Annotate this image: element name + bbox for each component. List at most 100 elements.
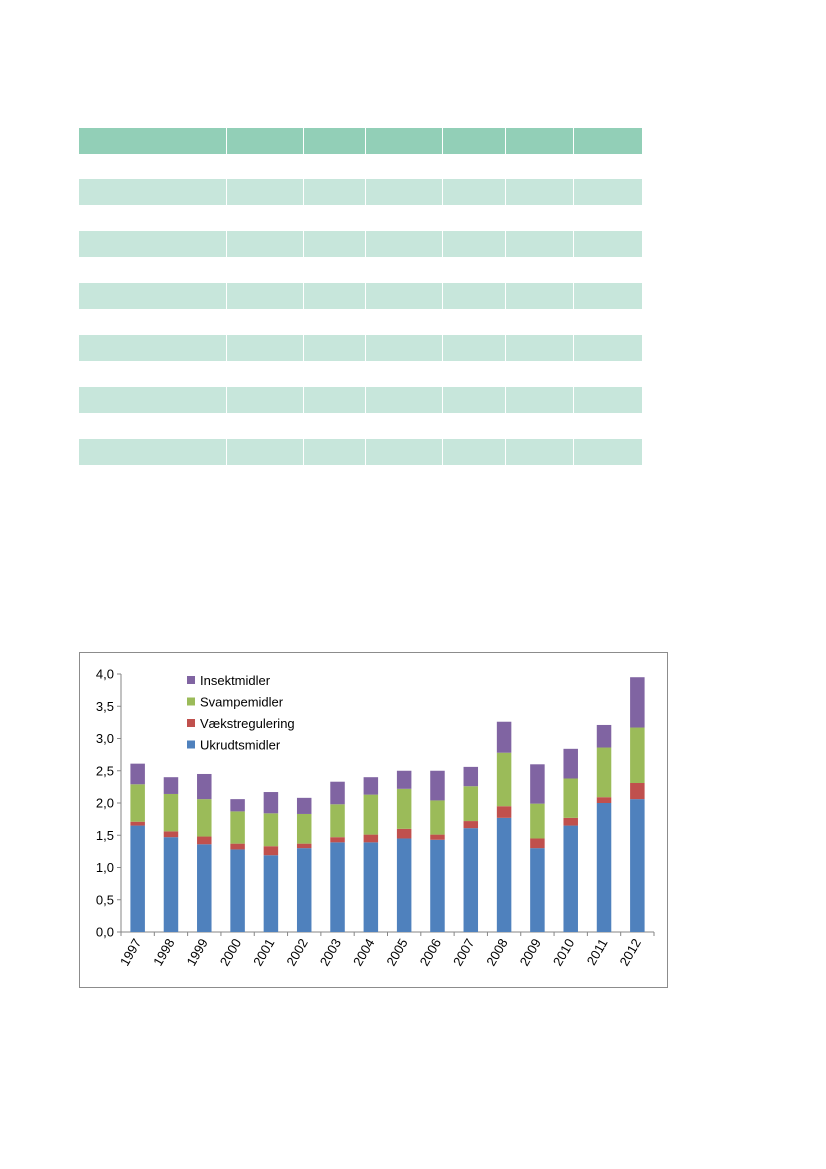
bar-segment-insektmidler [596,724,612,748]
bar-segment-vækstregulering [463,821,479,829]
table-cell [79,283,226,309]
y-tick-label: 1,0 [96,860,114,875]
table-cell [303,179,365,205]
bar-segment-svampemidler [530,803,545,839]
table-cell [442,128,505,154]
x-tick-label: 2009 [517,936,544,969]
table-cell [442,179,505,205]
bar-segment-ukrudtsmidler [630,799,645,932]
bar-segment-ukrudtsmidler [563,825,578,932]
table-cell [442,231,505,257]
table-row [79,439,642,465]
x-tick-label: 2000 [217,936,244,969]
bar-segment-vækstregulering [296,843,312,849]
legend-swatch [187,697,195,706]
table-cell [303,387,365,413]
bar-segment-insektmidler [430,770,445,801]
bar-segment-svampemidler [596,747,612,798]
chart-svg: 0,0 0,5 1,0 1,5 2,0 2,5 3,0 3,5 4,0 1997 1998 1999 2… [96,667,655,969]
bar-segment-ukrudtsmidler [330,842,345,932]
bar-segment-vækstregulering [330,837,345,843]
x-tick-label: 2002 [283,936,310,969]
bar-segment-vækstregulering [496,806,512,818]
table-cell [573,387,642,413]
table-cell [573,231,642,257]
bar-segment-svampemidler [396,788,412,829]
bar-segment-ukrudtsmidler [197,844,212,932]
table-cell [303,439,365,465]
x-tick-label: 2004 [350,936,377,969]
bar-segment-insektmidler [130,763,145,785]
bar-segment-vækstregulering [163,831,179,838]
bar-segment-insektmidler [363,777,379,795]
bar-segment-insektmidler [230,799,245,812]
legend-label: Svampemidler [200,695,284,710]
x-tick-label: 1998 [150,936,177,969]
bar-segment-insektmidler [296,797,312,814]
table-cell [79,231,226,257]
bar-segment-svampemidler [563,778,578,818]
table-cell [505,179,573,205]
bar-segment-svampemidler [463,786,479,822]
table-cell [226,231,303,257]
bar-segment-svampemidler [363,794,379,835]
bar-segment-vækstregulering [596,797,612,803]
table-cell [573,128,642,154]
table-cell [303,128,365,154]
bar-segment-vækstregulering [563,817,578,826]
x-tick-label: 2005 [383,936,410,969]
table-cell [79,179,226,205]
bar-segment-ukrudtsmidler [163,837,179,932]
bar-segment-ukrudtsmidler [496,817,512,932]
legend-swatch [187,740,195,749]
stacked-bar-chart: 0,0 0,5 1,0 1,5 2,0 2,5 3,0 3,5 4,0 1997 1998 1999 2… [79,652,668,988]
bar-segment-svampemidler [330,804,345,838]
bar-segment-svampemidler [496,752,512,807]
table-cell [505,283,573,309]
bar-segment-svampemidler [163,793,179,832]
bar-segment-ukrudtsmidler [596,803,612,932]
legend-swatch [187,676,195,684]
bar-segment-ukrudtsmidler [130,825,145,932]
table-row [79,231,642,257]
bar-segment-insektmidler [263,792,279,814]
table-cell [442,387,505,413]
bar-segment-vækstregulering [396,828,412,839]
table-cell [365,283,442,309]
bar-segment-ukrudtsmidler [296,848,312,932]
table-cell [79,439,226,465]
legend-label: Insektmidler [200,673,271,688]
bar-segment-insektmidler [496,721,512,753]
table-cell [365,387,442,413]
table-cell [442,283,505,309]
table-cell [505,335,573,361]
bar-segment-vækstregulering [363,834,379,843]
table-cell [226,283,303,309]
x-tick-label: 2010 [550,936,577,969]
table-cell [442,439,505,465]
table-row [79,283,642,309]
table-cell [505,439,573,465]
table-cell [505,128,573,154]
bar-segment-insektmidler [530,764,545,804]
table-cell [226,128,303,154]
table-header-row [79,128,642,154]
legend-label: Ukrudtsmidler [200,738,281,753]
data-table [79,128,642,467]
x-tick-label: 2012 [616,936,643,969]
bar-segment-ukrudtsmidler [230,849,245,932]
bar-segment-insektmidler [463,766,479,787]
bar-segment-svampemidler [630,727,645,784]
table-cell [303,335,365,361]
table-cell [226,439,303,465]
bar-segment-vækstregulering [197,836,212,845]
bar-segment-ukrudtsmidler [396,838,412,932]
table-row [79,387,642,413]
bar-segment-svampemidler [296,813,312,844]
table-cell [226,179,303,205]
table-cell [365,335,442,361]
table-cell [573,179,642,205]
y-tick-label: 0,0 [96,925,114,940]
x-tick-label: 2007 [450,936,477,969]
table-cell [573,283,642,309]
